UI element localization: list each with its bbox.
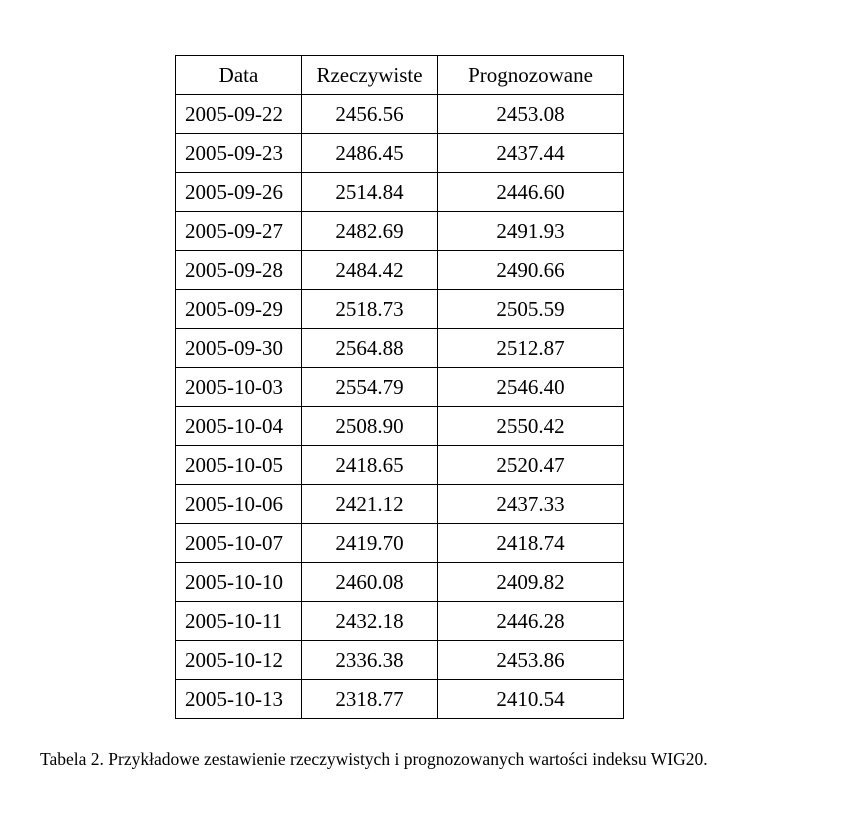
date-cell: 2005-10-03 bbox=[175, 367, 302, 407]
actual-value-cell: 2482.69 bbox=[301, 211, 438, 251]
table-row: 2005-09-22 2456.56 2453.08 bbox=[175, 94, 624, 134]
table-row: 2005-10-13 2318.77 2410.54 bbox=[175, 679, 624, 719]
date-cell: 2005-10-04 bbox=[175, 406, 302, 446]
table-row: 2005-10-03 2554.79 2546.40 bbox=[175, 367, 624, 407]
forecast-value-cell: 2453.86 bbox=[437, 640, 624, 680]
forecast-value-cell: 2437.33 bbox=[437, 484, 624, 524]
forecast-value-cell: 2410.54 bbox=[437, 679, 624, 719]
table-row: 2005-09-29 2518.73 2505.59 bbox=[175, 289, 624, 329]
forecast-value-cell: 2409.82 bbox=[437, 562, 624, 602]
date-cell: 2005-10-07 bbox=[175, 523, 302, 563]
data-table: Data Rzeczywiste Prognozowane 2005-09-22… bbox=[175, 55, 624, 719]
actual-value-cell: 2518.73 bbox=[301, 289, 438, 329]
date-cell: 2005-09-22 bbox=[175, 94, 302, 134]
table-row: 2005-10-06 2421.12 2437.33 bbox=[175, 484, 624, 524]
table-row: 2005-10-11 2432.18 2446.28 bbox=[175, 601, 624, 641]
table-caption: Tabela 2. Przykładowe zestawienie rzeczy… bbox=[40, 749, 708, 769]
date-cell: 2005-09-23 bbox=[175, 133, 302, 173]
forecast-value-cell: 2453.08 bbox=[437, 94, 624, 134]
table-row: 2005-10-05 2418.65 2520.47 bbox=[175, 445, 624, 485]
actual-value-cell: 2432.18 bbox=[301, 601, 438, 641]
date-cell: 2005-10-11 bbox=[175, 601, 302, 641]
actual-value-cell: 2421.12 bbox=[301, 484, 438, 524]
date-cell: 2005-10-13 bbox=[175, 679, 302, 719]
table-row: 2005-09-23 2486.45 2437.44 bbox=[175, 133, 624, 173]
actual-value-cell: 2486.45 bbox=[301, 133, 438, 173]
table-row: 2005-10-10 2460.08 2409.82 bbox=[175, 562, 624, 602]
actual-value-cell: 2508.90 bbox=[301, 406, 438, 446]
date-cell: 2005-10-06 bbox=[175, 484, 302, 524]
table-row: 2005-09-26 2514.84 2446.60 bbox=[175, 172, 624, 212]
forecast-value-cell: 2446.28 bbox=[437, 601, 624, 641]
column-header-actual: Rzeczywiste bbox=[301, 55, 438, 95]
actual-value-cell: 2456.56 bbox=[301, 94, 438, 134]
table-row: 2005-10-07 2419.70 2418.74 bbox=[175, 523, 624, 563]
table-row: 2005-09-27 2482.69 2491.93 bbox=[175, 211, 624, 251]
forecast-value-cell: 2520.47 bbox=[437, 445, 624, 485]
forecast-value-cell: 2505.59 bbox=[437, 289, 624, 329]
forecast-value-cell: 2550.42 bbox=[437, 406, 624, 446]
actual-value-cell: 2484.42 bbox=[301, 250, 438, 290]
table-body: 2005-09-22 2456.56 2453.08 2005-09-23 2486.4… bbox=[175, 94, 624, 719]
forecast-value-cell: 2491.93 bbox=[437, 211, 624, 251]
actual-value-cell: 2460.08 bbox=[301, 562, 438, 602]
date-cell: 2005-09-28 bbox=[175, 250, 302, 290]
table-row: 2005-09-30 2564.88 2512.87 bbox=[175, 328, 624, 368]
date-cell: 2005-09-27 bbox=[175, 211, 302, 251]
forecast-value-cell: 2446.60 bbox=[437, 172, 624, 212]
table-row: 2005-09-28 2484.42 2490.66 bbox=[175, 250, 624, 290]
actual-value-cell: 2554.79 bbox=[301, 367, 438, 407]
actual-value-cell: 2564.88 bbox=[301, 328, 438, 368]
date-cell: 2005-09-29 bbox=[175, 289, 302, 329]
forecast-value-cell: 2512.87 bbox=[437, 328, 624, 368]
table-row: 2005-10-12 2336.38 2453.86 bbox=[175, 640, 624, 680]
date-cell: 2005-10-12 bbox=[175, 640, 302, 680]
forecast-value-cell: 2437.44 bbox=[437, 133, 624, 173]
date-cell: 2005-09-30 bbox=[175, 328, 302, 368]
column-header-forecast: Prognozowane bbox=[437, 55, 624, 95]
column-header-date: Data bbox=[175, 55, 302, 95]
date-cell: 2005-09-26 bbox=[175, 172, 302, 212]
actual-value-cell: 2318.77 bbox=[301, 679, 438, 719]
actual-value-cell: 2336.38 bbox=[301, 640, 438, 680]
date-cell: 2005-10-05 bbox=[175, 445, 302, 485]
actual-value-cell: 2419.70 bbox=[301, 523, 438, 563]
actual-value-cell: 2418.65 bbox=[301, 445, 438, 485]
date-cell: 2005-10-10 bbox=[175, 562, 302, 602]
forecast-value-cell: 2546.40 bbox=[437, 367, 624, 407]
actual-value-cell: 2514.84 bbox=[301, 172, 438, 212]
forecast-value-cell: 2418.74 bbox=[437, 523, 624, 563]
forecast-value-cell: 2490.66 bbox=[437, 250, 624, 290]
table-header-row: Data Rzeczywiste Prognozowane bbox=[175, 55, 624, 95]
table-row: 2005-10-04 2508.90 2550.42 bbox=[175, 406, 624, 446]
